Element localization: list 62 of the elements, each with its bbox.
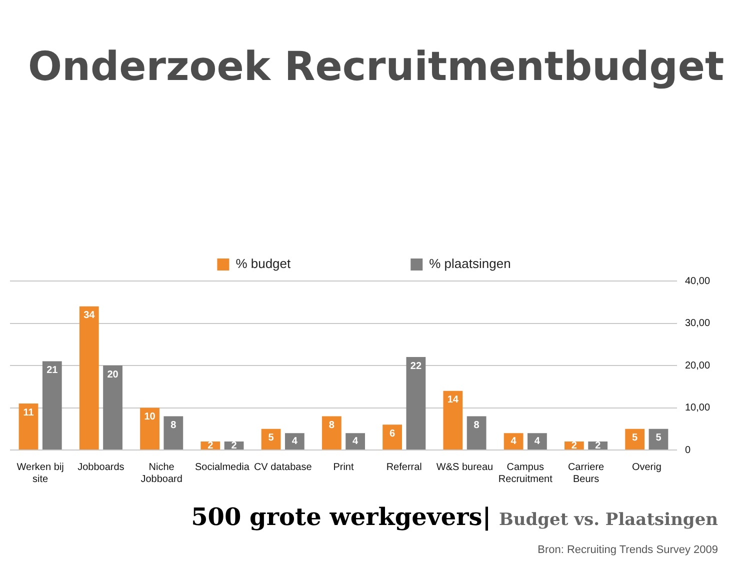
bar [322, 416, 342, 450]
data-label: 2 [231, 440, 238, 452]
text: Budget vs. Plaatsingen [499, 510, 718, 530]
data-label: 5 [632, 432, 638, 444]
data-label: 21 [46, 365, 58, 376]
x-tick-label: Jobboards [78, 462, 124, 473]
bar [504, 433, 524, 450]
bar [346, 433, 366, 450]
bar [466, 416, 486, 450]
data-label: 14 [447, 394, 459, 406]
data-label: 8 [170, 420, 177, 431]
data-label: 6 [390, 428, 396, 440]
data-label: 5 [268, 432, 274, 444]
x-tick-label: Print [333, 462, 354, 473]
x-tick-label: Werken bij site [16, 462, 64, 485]
data-label: 2 [571, 440, 578, 452]
text: Bron: Recruiting Trends Survey 2009 [538, 544, 718, 556]
data-label: 2 [208, 440, 214, 452]
data-label: 2 [595, 440, 602, 452]
bar [261, 428, 281, 450]
y-tick-label: 0 [684, 444, 691, 456]
x-tick-label: Campus Recruitment [498, 462, 553, 485]
data-label: 11 [23, 407, 34, 418]
legend-label: % plaatsingen [429, 256, 511, 272]
x-tick-label: W&S bureau [436, 462, 494, 473]
data-label: 10 [144, 412, 156, 422]
y-tick-label: 30,00 [684, 318, 710, 329]
bar [103, 366, 122, 450]
x-tick-label: CV database [254, 462, 312, 473]
data-label: 34 [84, 310, 96, 322]
data-label: 4 [292, 436, 298, 448]
data-label: 5 [656, 432, 662, 444]
data-label: 4 [352, 436, 359, 448]
bar [164, 416, 184, 450]
x-tick-label: Niche Jobboard [140, 462, 182, 485]
chart-title: Onderzoek Recruitmentbudget [28, 44, 724, 90]
bar [382, 424, 402, 450]
data-label: 4 [510, 436, 517, 448]
bar [443, 390, 463, 450]
y-tick-label: 20,00 [684, 360, 710, 372]
y-tick-label: 10,00 [684, 402, 710, 414]
bar [406, 357, 426, 450]
bar [42, 361, 62, 450]
bar [528, 433, 547, 450]
bar [18, 404, 38, 450]
x-tick-label: Overig [632, 462, 662, 473]
text: 500 grote werkgevers| [191, 502, 492, 531]
legend-label: % budget [236, 256, 292, 272]
x-tick-label: Socialmedia [194, 462, 250, 473]
data-label: 4 [534, 436, 540, 448]
y-tick-label: 40,00 [684, 276, 710, 287]
x-tick-label: Carriere Beurs [568, 462, 605, 485]
bar [625, 428, 645, 450]
bar [79, 306, 99, 450]
bar [140, 408, 160, 450]
data-label: 20 [107, 369, 119, 380]
data-label: 8 [474, 420, 480, 431]
data-label: 22 [410, 360, 422, 372]
bar [284, 433, 304, 450]
x-tick-label: Referral [386, 462, 422, 473]
data-label: 8 [328, 420, 335, 431]
bar [648, 428, 668, 450]
